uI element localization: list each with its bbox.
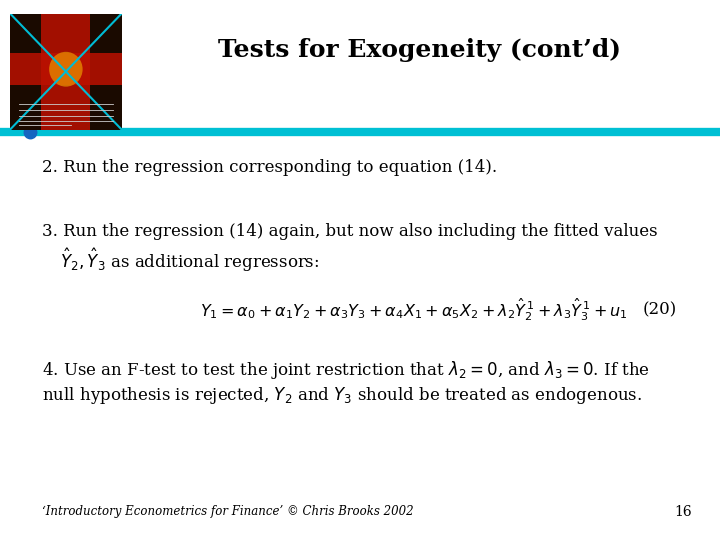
Text: 16: 16 — [675, 505, 692, 519]
Text: 3. Run the regression (14) again, but now also including the fitted values: 3. Run the regression (14) again, but no… — [42, 224, 657, 240]
Text: 4. Use an F-test to test the joint restriction that $\lambda_2 = 0$, and $\lambd: 4. Use an F-test to test the joint restr… — [42, 359, 650, 381]
Circle shape — [49, 52, 83, 86]
Bar — [10, 53, 122, 85]
Text: ‘Introductory Econometrics for Finance’ © Chris Brooks 2002: ‘Introductory Econometrics for Finance’ … — [42, 505, 413, 518]
Text: $\hat{Y}_2, \hat{Y}_3$ as additional regressors:: $\hat{Y}_2, \hat{Y}_3$ as additional reg… — [60, 246, 320, 274]
Text: 2. Run the regression corresponding to equation (14).: 2. Run the regression corresponding to e… — [42, 159, 497, 177]
Bar — [41, 14, 91, 130]
Text: Tests for Exogeneity (cont’d): Tests for Exogeneity (cont’d) — [218, 38, 621, 62]
Text: (20): (20) — [643, 301, 677, 319]
Text: $Y_1 = \alpha_0 + \alpha_1 Y_2 + \alpha_3 Y_3 + \alpha_4 X_1 + \alpha_5 X_2 + \l: $Y_1 = \alpha_0 + \alpha_1 Y_2 + \alpha_… — [200, 297, 628, 323]
Text: null hypothesis is rejected, $Y_2$ and $Y_3$ should be treated as endogenous.: null hypothesis is rejected, $Y_2$ and $… — [42, 384, 642, 406]
